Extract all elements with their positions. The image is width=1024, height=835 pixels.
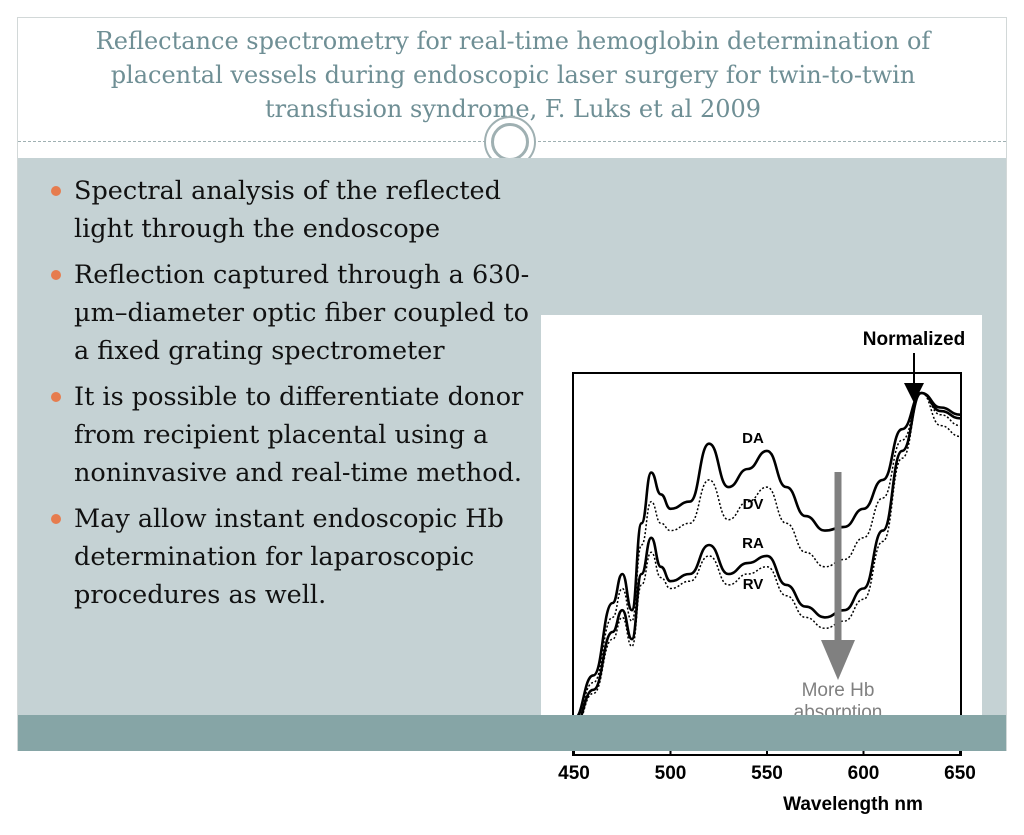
series-line-rv bbox=[573, 392, 961, 731]
footer-band bbox=[18, 715, 1006, 751]
series-label-dv: DV bbox=[743, 496, 764, 513]
series-label-da: DA bbox=[742, 430, 764, 447]
hb-absorption-arrowhead-icon bbox=[821, 640, 855, 680]
x-tick-label: 450 bbox=[558, 763, 590, 784]
content-area: Spectral analysis of the reflected light… bbox=[18, 158, 1006, 835]
bullet-item: Spectral analysis of the reflected light… bbox=[48, 172, 538, 248]
bullet-item: It is possible to differentiate donor fr… bbox=[48, 378, 538, 492]
hb-annotation-line1: More Hb bbox=[802, 680, 875, 701]
series-line-dv bbox=[573, 392, 961, 724]
x-tick-label: 500 bbox=[655, 763, 687, 784]
bullet-dot-icon bbox=[51, 186, 61, 196]
bullet-list: Spectral analysis of the reflected light… bbox=[48, 172, 538, 622]
series-label-rv: RV bbox=[743, 576, 764, 593]
slide: Reflectance spectrometry for real-time h… bbox=[17, 17, 1007, 835]
x-tick-label: 550 bbox=[751, 763, 783, 784]
spectrum-chart: DA DV RA RV 450 500 550 600 650 Normalized More… bbox=[558, 329, 976, 815]
bullet-item: May allow instant endoscopic Hb determin… bbox=[48, 500, 538, 614]
bullet-text: May allow instant endoscopic Hb determin… bbox=[74, 504, 504, 610]
series-label-ra: RA bbox=[742, 535, 764, 552]
bullet-text: It is possible to differentiate donor fr… bbox=[74, 382, 524, 488]
x-tick-label: 650 bbox=[944, 763, 976, 784]
bullet-item: Reflection captured through a 630-µm–dia… bbox=[48, 256, 538, 370]
normalized-annotation: Normalized bbox=[863, 329, 965, 350]
series-line-ra bbox=[573, 391, 961, 728]
divider-circle-inner bbox=[491, 123, 529, 161]
bullet-dot-icon bbox=[51, 392, 61, 402]
slide-title: Reflectance spectrometry for real-time h… bbox=[95, 27, 931, 123]
x-tick-label: 600 bbox=[848, 763, 880, 784]
bullet-dot-icon bbox=[51, 514, 61, 524]
spectrum-figure: DA DV RA RV 450 500 550 600 650 Normalized More… bbox=[541, 315, 982, 835]
bullet-dot-icon bbox=[51, 270, 61, 280]
series-line-da bbox=[573, 391, 961, 721]
x-axis-label: Wavelength nm bbox=[783, 794, 923, 815]
bullet-text: Spectral analysis of the reflected light… bbox=[74, 176, 501, 244]
bullet-text: Reflection captured through a 630-µm–dia… bbox=[74, 260, 530, 366]
